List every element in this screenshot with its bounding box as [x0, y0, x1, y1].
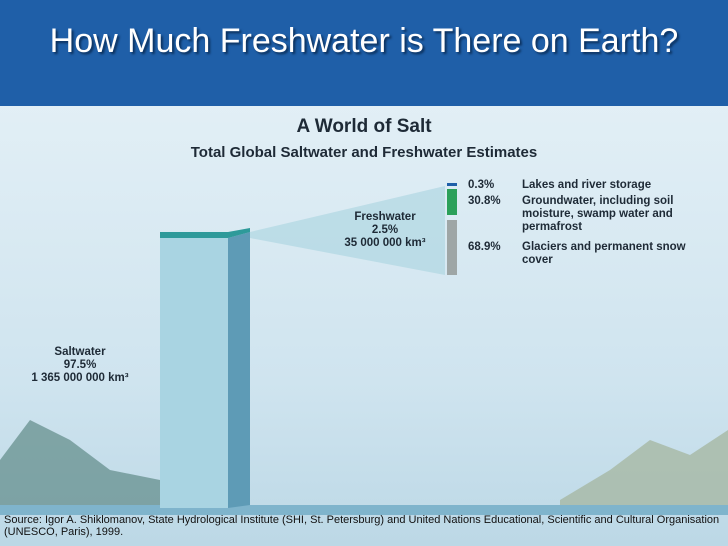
figure-title: A World of Salt	[296, 116, 432, 137]
source-note: Source: Igor A. Shiklomanov, State Hydro…	[4, 514, 720, 538]
breakdown-label: Glaciers and permanent snow cover	[522, 241, 686, 266]
breakdown-percent: 0.3%	[468, 179, 495, 191]
breakdown-label: Groundwater, including soil moisture, sw…	[522, 195, 674, 233]
volume: 1 365 000 000 km³	[31, 372, 129, 384]
percent: 2.5%	[371, 224, 399, 236]
label: Freshwater	[354, 211, 416, 223]
breakdown-percent: 30.8%	[468, 195, 501, 207]
figure-subtitle: Total Global Saltwater and Freshwater Es…	[190, 144, 538, 161]
label: Saltwater	[54, 346, 106, 358]
header-band	[0, 0, 728, 106]
saltwater-label: Saltwater 97.5% 1 365 000 000 km³	[0, 346, 160, 385]
freshwater-label: Freshwater 2.5% 35 000 000 km³	[315, 211, 455, 250]
breakdown-label: Lakes and river storage	[522, 179, 652, 191]
breakdown-percent: 68.9%	[468, 241, 501, 253]
percent: 97.5%	[63, 359, 97, 371]
slide-title: How Much Freshwater is There on Earth?	[49, 22, 679, 60]
volume: 35 000 000 km³	[344, 237, 426, 249]
